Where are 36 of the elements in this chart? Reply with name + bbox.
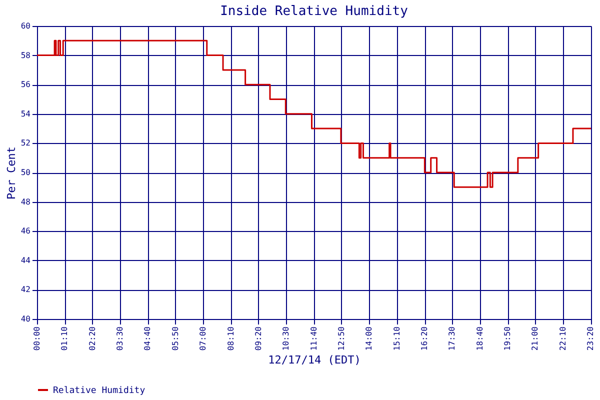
x-tick-label: 22:10 xyxy=(558,326,568,351)
y-tick-label: 54 xyxy=(20,109,31,118)
y-tick-label: 58 xyxy=(20,50,31,60)
x-tick-label: 16:20 xyxy=(420,326,430,351)
x-tick-label: 12:50 xyxy=(336,326,346,351)
y-tick-label: 52 xyxy=(20,138,31,148)
chart-title: Inside Relative Humidity xyxy=(220,4,408,19)
x-tick-label: 09:20 xyxy=(254,326,263,351)
y-tick-label: 46 xyxy=(20,226,31,236)
x-tick-label: 01:10 xyxy=(60,326,70,351)
y-tick-label: 48 xyxy=(20,197,31,206)
x-tick-label: 02:20 xyxy=(88,326,97,351)
x-tick-label: 07:00 xyxy=(198,326,208,351)
x-tick-label: 04:40 xyxy=(143,326,152,351)
x-tick-label: 14:00 xyxy=(364,326,374,351)
x-tick-label: 10:30 xyxy=(282,326,291,351)
x-tick-label: 19:50 xyxy=(503,326,512,351)
x-tick-label: 23:20 xyxy=(586,326,596,351)
legend-label: Relative Humidity xyxy=(53,386,146,396)
y-tick-label: 44 xyxy=(20,256,31,265)
x-tick-label: 11:40 xyxy=(309,326,318,351)
y-tick-label: 50 xyxy=(20,168,31,177)
x-tick-label: 05:50 xyxy=(170,326,180,351)
x-tick-label: 08:10 xyxy=(226,326,236,351)
x-tick-label: 21:00 xyxy=(530,326,540,351)
y-tick-label: 40 xyxy=(20,314,31,324)
x-tick-label: 18:40 xyxy=(475,326,484,351)
x-tick-label: 17:30 xyxy=(448,326,457,351)
y-tick-label: 56 xyxy=(20,80,31,90)
x-axis-title: 12/17/14 (EDT) xyxy=(268,354,361,367)
y-tick-label: 60 xyxy=(20,22,31,30)
x-tick-label: 00:00 xyxy=(32,326,42,351)
x-tick-label: 15:10 xyxy=(392,326,402,351)
y-axis-title: Per Cent xyxy=(4,146,18,200)
y-tick-label: 42 xyxy=(20,285,31,294)
x-tick-label: 03:30 xyxy=(116,326,125,351)
